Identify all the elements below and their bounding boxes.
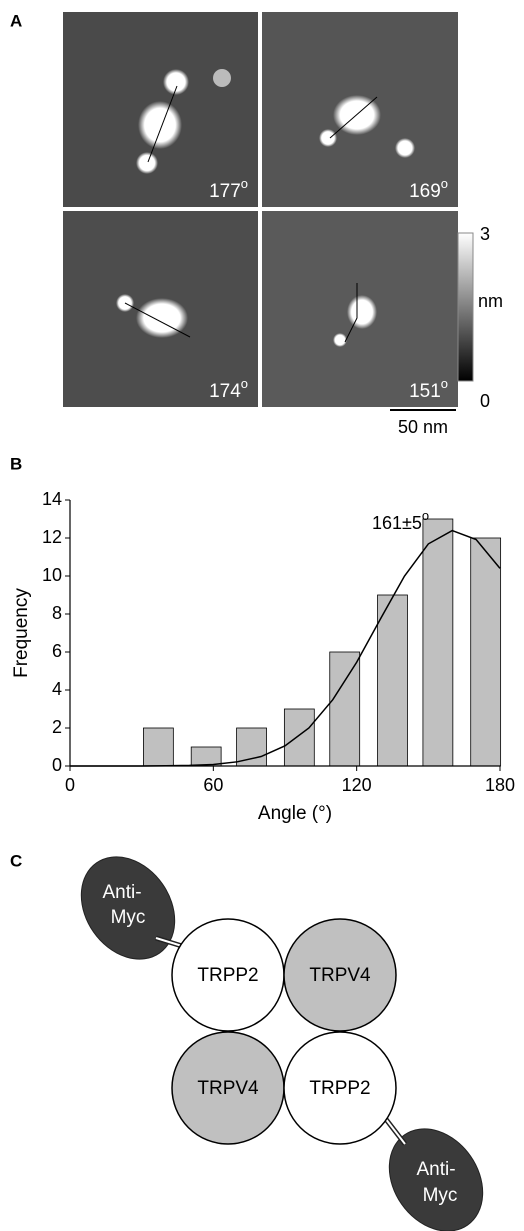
angle-line	[124, 302, 191, 338]
angle-value: 151	[409, 381, 441, 402]
annotation-text: 161±5	[372, 513, 422, 533]
angle-line	[344, 283, 358, 343]
x-tick-label: 120	[342, 775, 372, 795]
y-tick-label: 6	[52, 641, 62, 661]
blob	[136, 298, 188, 338]
degree-mark: o	[241, 176, 248, 191]
colorbar-min: 0	[480, 391, 490, 411]
x-tick-label: 60	[203, 775, 223, 795]
blob	[319, 129, 337, 147]
y-tick-label: 8	[52, 603, 62, 623]
antibody-label: Myc	[423, 1185, 458, 1206]
degree-mark: o	[441, 376, 448, 391]
node-label: TRPP2	[197, 965, 258, 986]
panel-label: B	[10, 454, 22, 473]
x-tick-label: 180	[485, 775, 515, 795]
divider	[258, 12, 262, 407]
antibody	[80, 856, 176, 960]
bar	[283, 708, 315, 767]
blob	[395, 138, 415, 158]
y-tick-label: 0	[52, 755, 62, 775]
afm-images	[63, 12, 458, 407]
bar	[329, 651, 361, 767]
blob	[347, 295, 377, 329]
x-tick-label: 0	[65, 775, 75, 795]
panel-label: C	[10, 851, 22, 870]
bar	[143, 727, 174, 767]
annotation-sup: o	[422, 508, 429, 523]
bar	[422, 518, 454, 767]
colorbar-unit: nm	[478, 291, 503, 311]
blob	[333, 333, 347, 347]
antibody	[388, 1128, 484, 1231]
colorbar-max: 3	[480, 224, 490, 244]
y-tick-label: 2	[52, 717, 62, 737]
bar	[470, 537, 502, 767]
y-axis-title: Frequency	[11, 588, 32, 678]
linker	[155, 937, 183, 947]
node-label: TRPP2	[309, 1078, 370, 1099]
scale-bar-label: 50 nm	[398, 417, 448, 437]
angle-line	[329, 96, 378, 139]
protein	[283, 918, 397, 1032]
blob	[213, 69, 231, 87]
y-tick-label: 12	[42, 527, 62, 547]
y-tick-label: 14	[42, 489, 62, 509]
degree-mark: o	[241, 376, 248, 391]
blob	[163, 69, 189, 95]
panel-label: A	[10, 11, 22, 30]
colorbar	[457, 232, 474, 382]
angle-label: 177o	[209, 176, 248, 202]
x-axis-title: Angle (°)	[258, 803, 332, 824]
y-tick-label: 4	[52, 679, 62, 699]
annotation: 161±5o	[372, 508, 429, 532]
angle-value: 174	[209, 381, 241, 402]
linker	[384, 1117, 406, 1145]
bar	[236, 727, 267, 767]
diagram: TRPP2 TRPV4 TRPV4 TRPP2 Anti- Myc Anti- …	[80, 856, 484, 1231]
bar	[190, 746, 222, 767]
bar	[377, 594, 408, 767]
antibody-label: Anti-	[416, 1159, 455, 1180]
angle-value: 169	[409, 181, 441, 202]
blob	[136, 152, 158, 174]
y-tick-label: 10	[42, 565, 62, 585]
protein	[283, 1031, 397, 1145]
node-label: TRPV4	[309, 965, 371, 986]
angle-label: 169o	[409, 176, 448, 202]
blob	[138, 101, 182, 149]
node-label: TRPV4	[197, 1078, 259, 1099]
angle-line	[147, 85, 178, 163]
angle-value: 177	[209, 181, 241, 202]
angle-label: 174o	[209, 376, 248, 402]
antibody-label: Myc	[111, 907, 146, 928]
angle-label: 151o	[409, 376, 448, 402]
antibody-label: Anti-	[102, 882, 141, 903]
degree-mark: o	[441, 176, 448, 191]
